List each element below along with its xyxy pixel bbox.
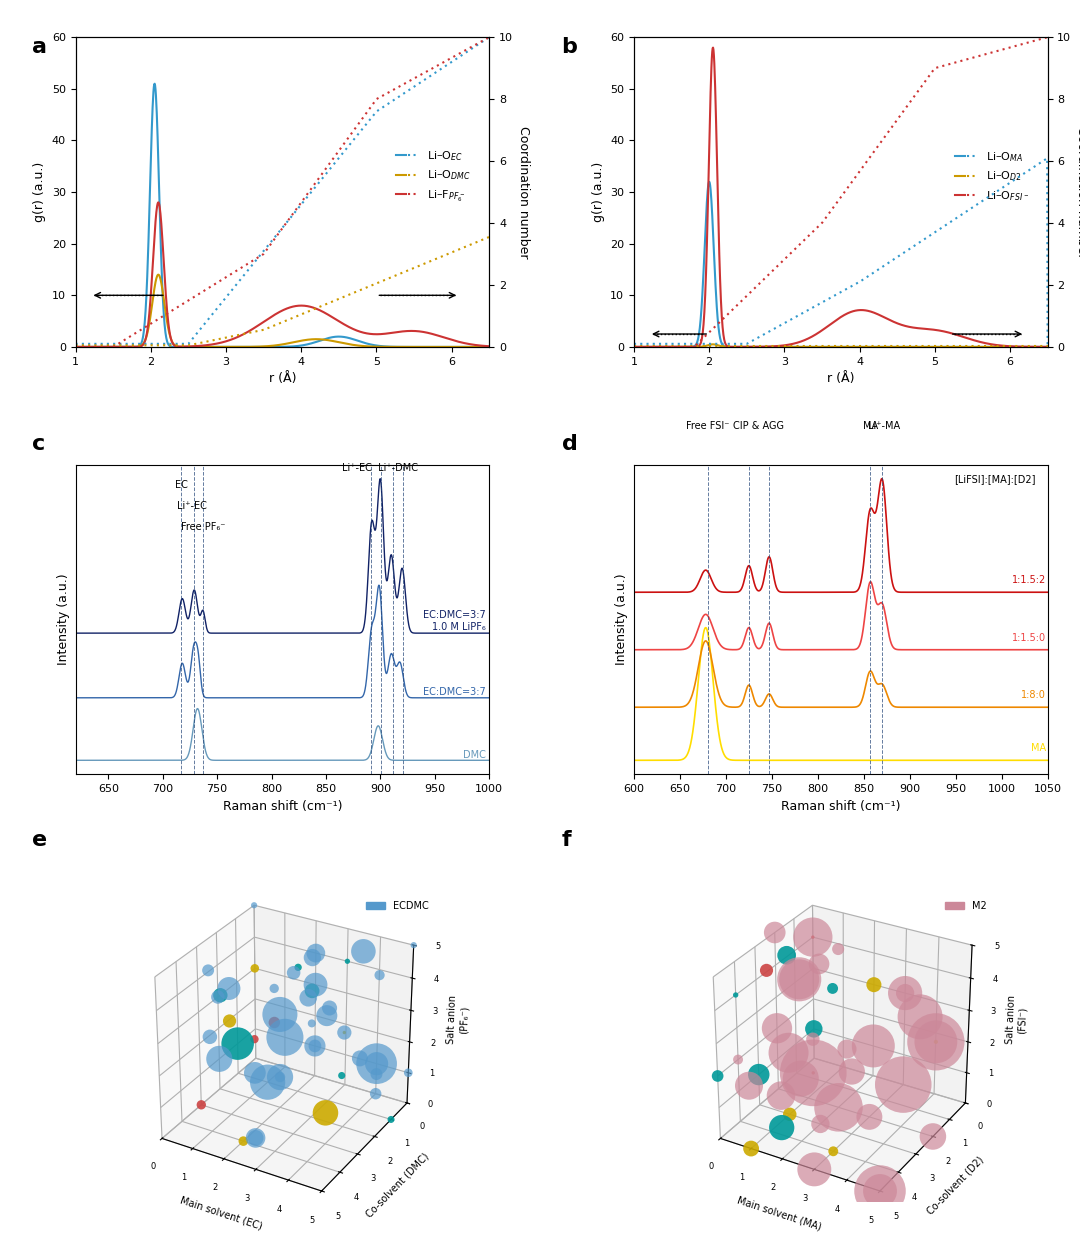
Text: f: f [562, 830, 571, 850]
Text: Li⁺-EC  Li⁺-DMC: Li⁺-EC Li⁺-DMC [342, 462, 418, 472]
Text: e: e [32, 830, 48, 850]
Text: [LiFSI]:[MA]:[D2]: [LiFSI]:[MA]:[D2] [954, 475, 1036, 484]
Text: EC: EC [175, 481, 188, 491]
Legend: ECDMC: ECDMC [362, 897, 432, 914]
Text: 1:1.5:2: 1:1.5:2 [1012, 575, 1045, 585]
X-axis label: Main solvent (EC): Main solvent (EC) [178, 1194, 264, 1232]
X-axis label: r (Å): r (Å) [269, 372, 296, 385]
Legend: Li–O$_{EC}$, Li–O$_{DMC}$, Li–F$_{PF_6^-}$: Li–O$_{EC}$, Li–O$_{DMC}$, Li–F$_{PF_6^-… [392, 145, 475, 208]
Text: Li⁺-MA: Li⁺-MA [868, 420, 900, 431]
Text: MA: MA [1030, 743, 1045, 753]
X-axis label: Raman shift (cm⁻¹): Raman shift (cm⁻¹) [781, 799, 901, 813]
Text: d: d [562, 434, 578, 453]
Y-axis label: Intensity (a.u.): Intensity (a.u.) [616, 574, 629, 665]
Text: 1:8:0: 1:8:0 [1021, 690, 1045, 700]
Text: EC:DMC=3:7
1.0 M LiPF₆: EC:DMC=3:7 1.0 M LiPF₆ [423, 610, 486, 632]
Text: EC:DMC=3:7: EC:DMC=3:7 [423, 688, 486, 698]
Text: c: c [32, 434, 45, 453]
Text: a: a [32, 37, 48, 57]
Y-axis label: Co-solvent (D2): Co-solvent (D2) [926, 1155, 986, 1217]
Text: 1:1.5:0: 1:1.5:0 [1012, 633, 1045, 643]
Y-axis label: Co-solvent (DMC): Co-solvent (DMC) [364, 1151, 431, 1219]
Y-axis label: Intensity (a.u.): Intensity (a.u.) [57, 574, 70, 665]
Y-axis label: g(r) (a.u.): g(r) (a.u.) [33, 162, 46, 222]
X-axis label: Raman shift (cm⁻¹): Raman shift (cm⁻¹) [222, 799, 342, 813]
Text: Free PF₆⁻: Free PF₆⁻ [180, 522, 225, 532]
Text: Li⁺-EC: Li⁺-EC [177, 502, 207, 512]
Text: Free FSI⁻: Free FSI⁻ [686, 420, 729, 431]
Y-axis label: g(r) (a.u.): g(r) (a.u.) [592, 162, 605, 222]
Y-axis label: Coordination number: Coordination number [1075, 126, 1080, 258]
X-axis label: Main solvent (MA): Main solvent (MA) [735, 1194, 823, 1232]
Text: b: b [562, 37, 578, 57]
X-axis label: r (Å): r (Å) [827, 372, 854, 385]
Y-axis label: Coordination number: Coordination number [516, 126, 529, 258]
Legend: M2: M2 [941, 897, 990, 914]
Legend: Li–O$_{MA}$, Li–O$_{D2}$, Li–O$_{FSI^-}$: Li–O$_{MA}$, Li–O$_{D2}$, Li–O$_{FSI^-}$ [950, 146, 1034, 207]
Text: DMC: DMC [463, 751, 486, 761]
Text: CIP & AGG: CIP & AGG [732, 420, 784, 431]
Text: MA: MA [863, 420, 878, 431]
